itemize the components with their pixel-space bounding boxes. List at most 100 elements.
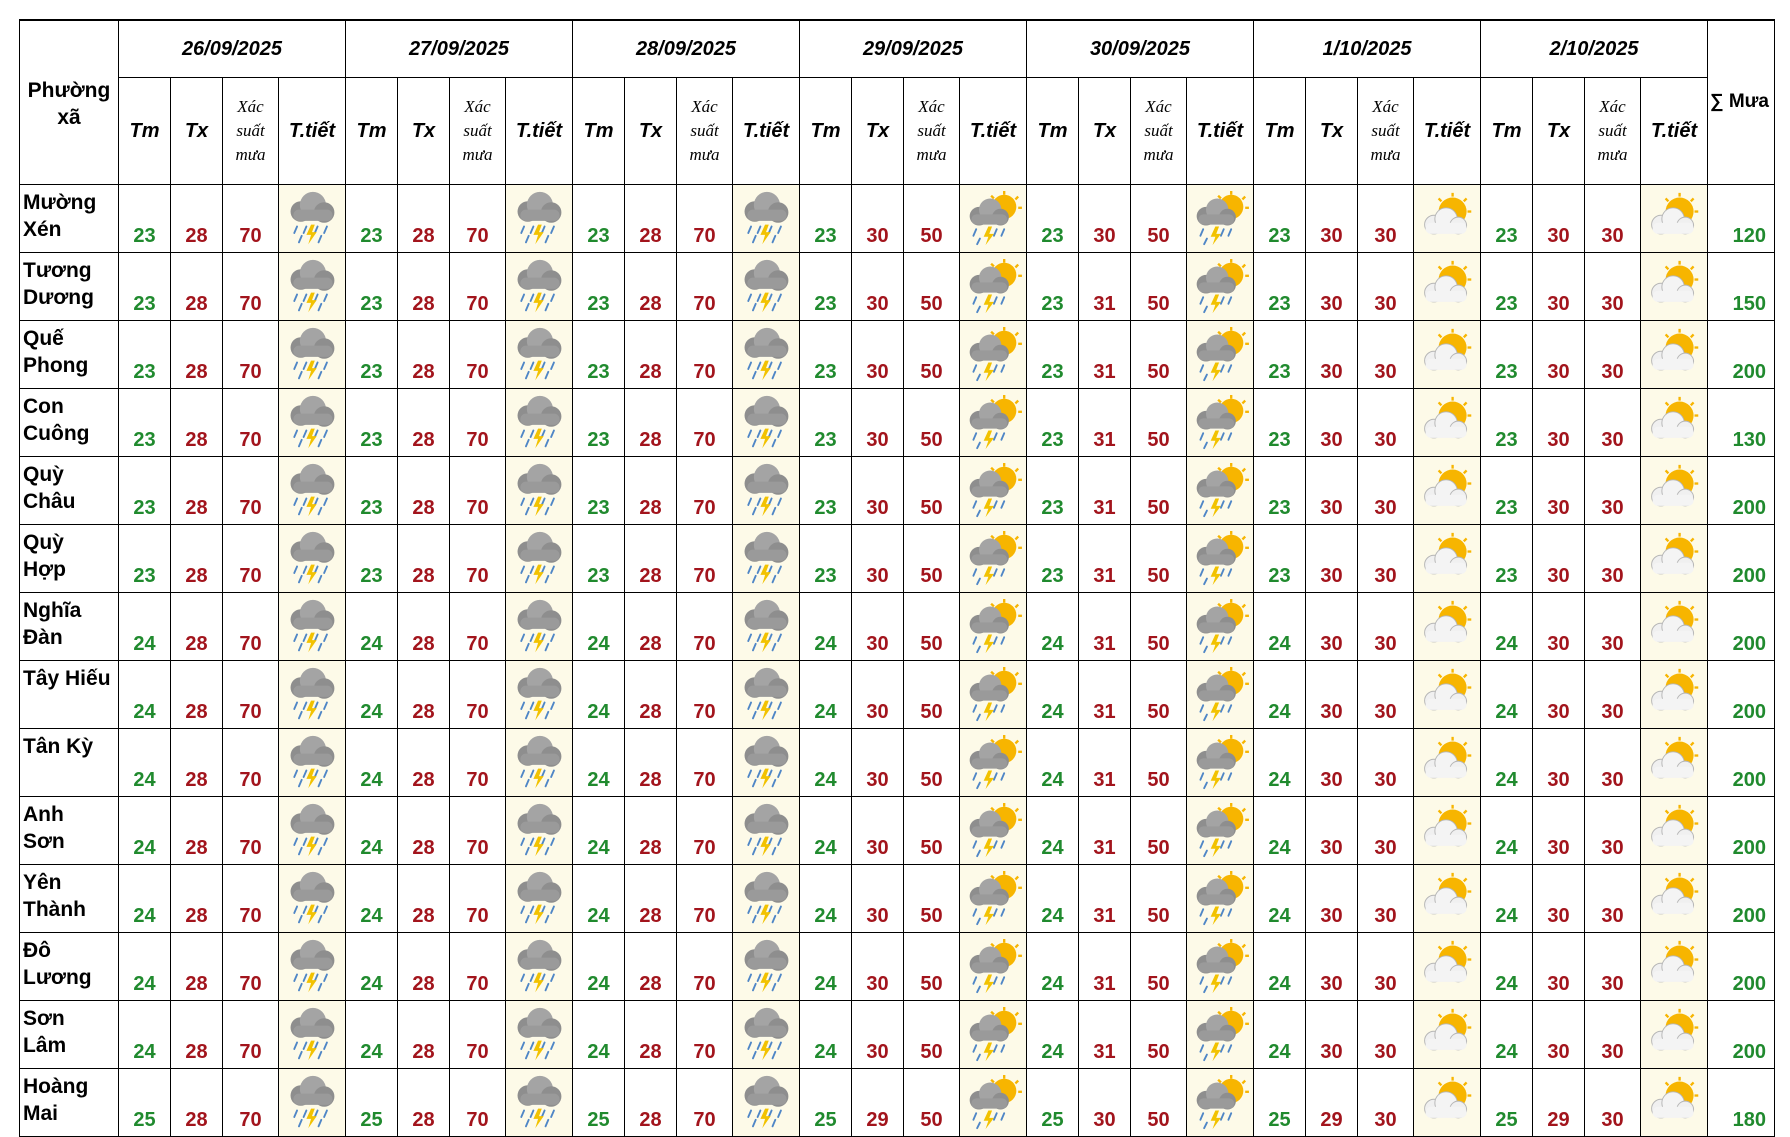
max-temp: 28 bbox=[624, 1068, 677, 1137]
weather-cell bbox=[959, 184, 1027, 253]
weather-cell bbox=[505, 864, 573, 933]
rain-chance: 50 bbox=[1130, 456, 1187, 525]
weather-cell bbox=[732, 388, 800, 457]
min-temp: 23 bbox=[1026, 388, 1079, 457]
max-temp: 30 bbox=[1532, 796, 1585, 865]
max-temp: 28 bbox=[624, 320, 677, 389]
text-line: mưa bbox=[1597, 145, 1628, 164]
rain-thunder-cloud-icon bbox=[743, 870, 790, 925]
text-line: Xén bbox=[23, 218, 62, 241]
weather-cell bbox=[278, 252, 346, 321]
max-temp: 30 bbox=[1305, 456, 1358, 525]
min-temp: 23 bbox=[572, 252, 625, 321]
rain-thunder-cloud-icon bbox=[516, 530, 563, 585]
max-temp: 30 bbox=[1532, 184, 1585, 253]
rain-chance: 30 bbox=[1357, 456, 1414, 525]
weather-cell bbox=[1186, 320, 1254, 389]
rain-chance-header: Xác suất mưa bbox=[1584, 77, 1641, 185]
max-temp: 31 bbox=[1078, 932, 1131, 1001]
max-temp: 30 bbox=[851, 796, 904, 865]
max-temp: 28 bbox=[397, 456, 450, 525]
rain-thunder-cloud-icon bbox=[289, 462, 336, 517]
text-line: Xác bbox=[691, 97, 718, 116]
sun-behind-cloud-icon bbox=[1423, 395, 1473, 439]
rain-chance: 70 bbox=[449, 524, 506, 593]
rain-chance: 50 bbox=[1130, 660, 1187, 729]
min-temp: 24 bbox=[572, 728, 625, 797]
max-temp: 28 bbox=[624, 388, 677, 457]
tm-header: Tm bbox=[1026, 77, 1079, 185]
max-temp: 28 bbox=[624, 660, 677, 729]
text-line: Xác bbox=[1145, 97, 1172, 116]
rain-chance: 70 bbox=[222, 320, 279, 389]
rain-chance: 50 bbox=[1130, 592, 1187, 661]
tx-header: Tx bbox=[624, 77, 677, 185]
rain-thunder-cloud-icon bbox=[743, 666, 790, 721]
sun-cloud-thunder-rain-icon bbox=[1195, 326, 1250, 382]
min-temp: 24 bbox=[345, 592, 398, 661]
weather-cell bbox=[1640, 728, 1708, 797]
text-line: Mai bbox=[23, 1102, 59, 1125]
min-temp: 24 bbox=[1026, 864, 1079, 933]
min-temp: 24 bbox=[1026, 728, 1079, 797]
weather-cell bbox=[1186, 864, 1254, 933]
min-temp: 23 bbox=[572, 184, 625, 253]
sun-cloud-thunder-rain-icon bbox=[1195, 394, 1250, 450]
text-line: Xác bbox=[464, 97, 491, 116]
sun-cloud-thunder-rain-icon bbox=[1195, 598, 1250, 654]
sun-behind-cloud-icon bbox=[1650, 531, 1700, 575]
max-temp: 31 bbox=[1078, 456, 1131, 525]
max-temp: 28 bbox=[624, 1000, 677, 1069]
max-temp: 28 bbox=[624, 864, 677, 933]
max-temp: 30 bbox=[1305, 320, 1358, 389]
rain-chance: 70 bbox=[222, 592, 279, 661]
min-temp: 23 bbox=[345, 456, 398, 525]
rain-thunder-cloud-icon bbox=[516, 598, 563, 653]
rain-chance: 30 bbox=[1584, 796, 1641, 865]
max-temp: 30 bbox=[1305, 388, 1358, 457]
min-temp: 23 bbox=[1253, 388, 1306, 457]
min-temp: 23 bbox=[1253, 524, 1306, 593]
sun-behind-cloud-icon bbox=[1650, 1007, 1700, 1051]
max-temp: 28 bbox=[170, 320, 223, 389]
rain-chance: 70 bbox=[449, 388, 506, 457]
max-temp: 28 bbox=[397, 660, 450, 729]
min-temp: 23 bbox=[1480, 388, 1533, 457]
rain-chance-header: Xác suất mưa bbox=[903, 77, 960, 185]
rain-thunder-cloud-icon bbox=[743, 802, 790, 857]
rain-chance-header: Xác suất mưa bbox=[1357, 77, 1414, 185]
table-row: Tân Kỳ 24 28 70 24 28 70 24 28 70 24 30 50 24 31 50 24 30… bbox=[19, 728, 1775, 797]
rain-chance: 30 bbox=[1584, 320, 1641, 389]
weather-cell bbox=[1186, 252, 1254, 321]
table-row: Nghĩa Đàn 24 28 70 24 28 70 24 28 70 24 30 50 24 31 50 24… bbox=[19, 592, 1775, 661]
rain-chance: 50 bbox=[1130, 388, 1187, 457]
weather-cell bbox=[505, 524, 573, 593]
rain-chance: 50 bbox=[903, 864, 960, 933]
weather-cell bbox=[959, 592, 1027, 661]
weather-cell bbox=[1413, 932, 1481, 1001]
rain-chance: 30 bbox=[1357, 864, 1414, 933]
tm-header: Tm bbox=[799, 77, 852, 185]
rain-chance: 30 bbox=[1357, 320, 1414, 389]
max-temp: 28 bbox=[170, 728, 223, 797]
min-temp: 24 bbox=[1480, 796, 1533, 865]
sun-behind-cloud-icon bbox=[1650, 871, 1700, 915]
min-temp: 24 bbox=[1253, 932, 1306, 1001]
max-temp: 30 bbox=[1305, 592, 1358, 661]
rain-chance: 70 bbox=[449, 728, 506, 797]
sun-cloud-thunder-rain-icon bbox=[968, 1074, 1023, 1130]
location-name: Tây Hiếu bbox=[19, 660, 119, 729]
max-temp: 30 bbox=[851, 728, 904, 797]
text-line: Đô bbox=[23, 939, 51, 962]
sun-behind-cloud-icon bbox=[1650, 803, 1700, 847]
min-temp: 23 bbox=[1026, 252, 1079, 321]
rain-chance: 30 bbox=[1584, 456, 1641, 525]
location-header-label: Phường xã bbox=[27, 79, 111, 129]
weather-cell bbox=[1186, 524, 1254, 593]
weather-cell bbox=[1186, 728, 1254, 797]
rain-thunder-cloud-icon bbox=[516, 1074, 563, 1129]
weather-cell bbox=[1640, 252, 1708, 321]
min-temp: 24 bbox=[1026, 1000, 1079, 1069]
weather-cell bbox=[959, 796, 1027, 865]
weather-cell bbox=[1413, 320, 1481, 389]
